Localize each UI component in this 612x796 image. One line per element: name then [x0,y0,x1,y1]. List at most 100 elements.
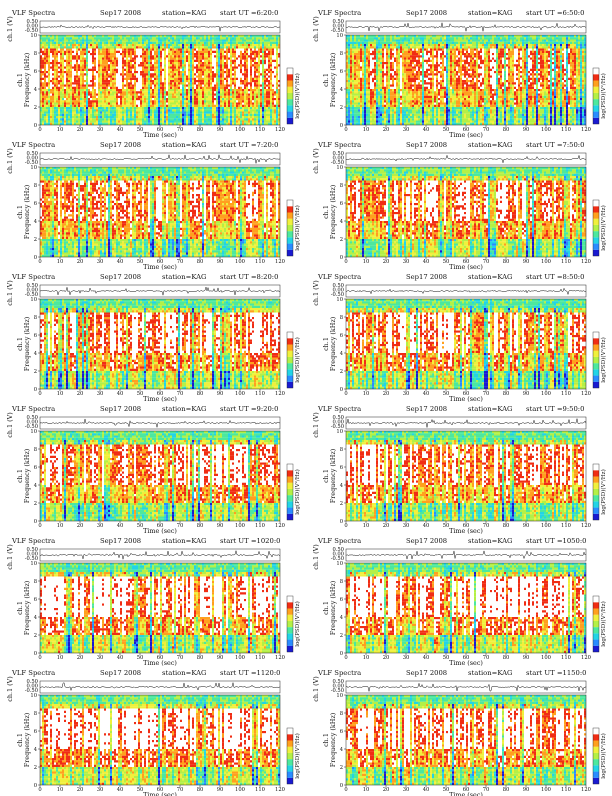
time-tick-label: 70 [177,391,184,397]
freq-tick-label: 6 [340,729,343,735]
colorbar-segment [287,332,293,338]
time-tick-label: 90 [217,391,224,397]
time-tick-label: 30 [97,523,104,529]
colorbar-segment [593,501,599,507]
freq-tick-label: 10 [336,297,343,303]
colorbar-segment [287,99,293,105]
time-tick-label: 0 [38,259,41,265]
colorbar-segment [593,508,599,514]
colorbar-segment [593,225,599,231]
time-tick-label: 120 [275,259,285,265]
time-tick-label: 110 [255,787,265,793]
colorbar-segment [287,646,293,652]
freq-tick-label: 4 [340,747,344,753]
colorbar-segment [593,206,599,212]
time-tick-label: 30 [403,127,410,133]
freq-tick-label: 10 [336,693,343,699]
colorbar-label: log(PSD)(V²/Hz) [600,733,607,779]
time-tick-label: 20 [77,655,84,661]
waveform-ylabel: ch.1 (V) [312,412,320,437]
freq-tick-label: 2 [340,237,343,243]
colorbar-segment [593,250,599,256]
psd-colorbar: log(PSD)(V²/Hz) [593,464,607,520]
freq-axis-label: Frequency (kHz) [329,53,337,107]
time-tick-label: 90 [217,259,224,265]
freq-axis-label: Frequency (kHz) [23,185,31,239]
freq-axis-label: Frequency (kHz) [23,581,31,635]
time-tick-label: 120 [581,391,591,397]
waveform-ylabel: ch.1 (V) [312,544,320,569]
colorbar-segment [593,476,599,482]
freq-tick-label: 10 [30,33,37,39]
freq-tick-label: 6 [340,333,343,339]
freq-tick-label: 2 [34,765,37,771]
psd-colorbar: log(PSD)(V²/Hz) [287,596,301,652]
freq-tick-label: 8 [340,711,343,717]
time-tick-label: 40 [423,259,430,265]
time-tick-label: 10 [363,391,370,397]
freq-tick-label: 10 [336,165,343,171]
time-tick-label: 40 [117,655,124,661]
freq-tick-label: 4 [34,87,38,93]
time-tick-label: 110 [561,787,571,793]
colorbar-label: log(PSD)(V²/Hz) [600,205,607,251]
colorbar-segment [287,219,293,225]
time-tick-label: 80 [197,523,204,529]
colorbar-segment [287,615,293,621]
colorbar-segment [593,621,599,627]
time-tick-label: 10 [57,391,64,397]
time-tick-label: 110 [561,655,571,661]
freq-tick-label: 4 [340,351,344,357]
freq-tick-label: 4 [340,615,344,621]
time-tick-label: 20 [383,655,390,661]
colorbar-segment [593,596,599,602]
colorbar-segment [593,332,599,338]
time-tick-label: 30 [403,523,410,529]
psd-colorbar: log(PSD)(V²/Hz) [593,68,607,124]
colorbar-segment [593,514,599,520]
time-tick-label: 90 [523,391,530,397]
freq-tick-label: 8 [340,183,343,189]
time-tick-label: 10 [363,127,370,133]
colorbar-segment [287,105,293,111]
time-tick-label: 110 [255,523,265,529]
freq-tick-label: 6 [34,729,37,735]
time-tick-label: 120 [581,787,591,793]
time-tick-label: 80 [197,259,204,265]
colorbar-segment [287,740,293,746]
colorbar-segment [593,344,599,350]
time-tick-label: 40 [423,655,430,661]
time-tick-label: 100 [235,391,245,397]
colorbar-segment [593,231,599,237]
time-tick-label: 0 [38,655,41,661]
time-tick-label: 10 [57,259,64,265]
time-tick-label: 100 [235,787,245,793]
colorbar-segment [287,621,293,627]
colorbar-segment [593,376,599,382]
colorbar-segment [287,596,293,602]
time-tick-label: 110 [255,391,265,397]
colorbar-segment [287,753,293,759]
colorbar-segment [287,602,293,608]
colorbar-segment [287,382,293,388]
freq-tick-label: 2 [340,369,343,375]
colorbar-segment [287,80,293,86]
time-tick-label: 0 [344,127,347,133]
freq-tick-label: 6 [340,69,343,75]
colorbar-segment [593,483,599,489]
psd-colorbar: log(PSD)(V²/Hz) [593,332,607,388]
colorbar-label: log(PSD)(V²/Hz) [294,73,301,119]
colorbar-segment [287,112,293,118]
colorbar-segment [593,728,599,734]
